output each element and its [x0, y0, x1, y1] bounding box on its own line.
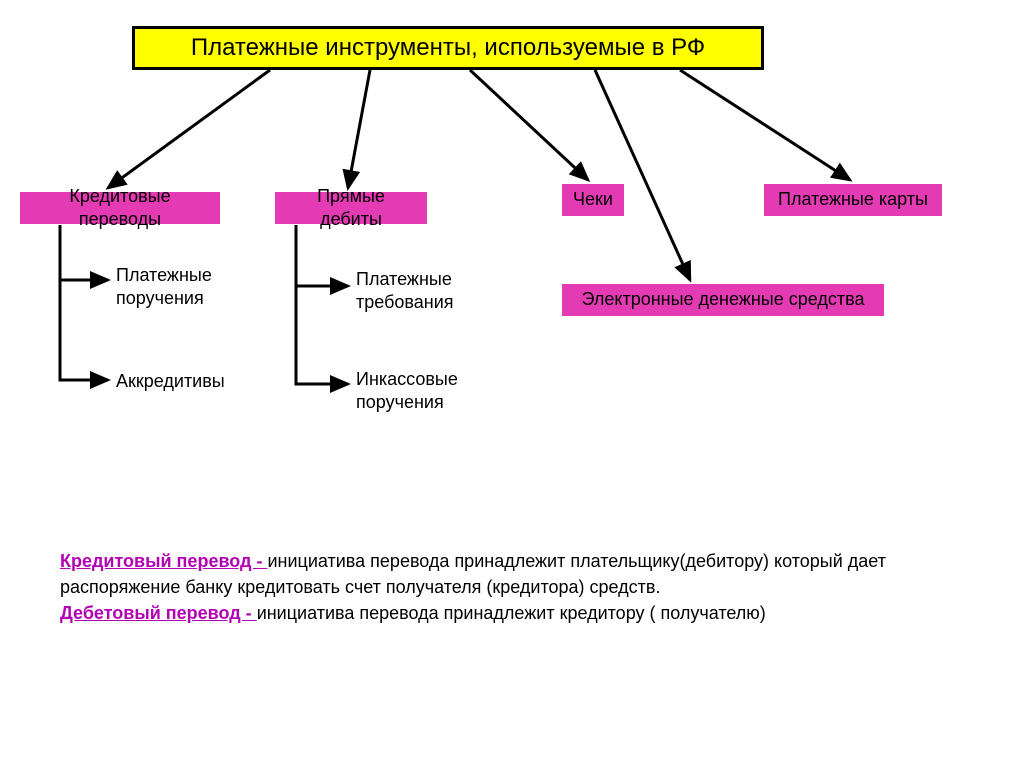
- node-credit-transfers: Кредитовые переводы: [20, 192, 220, 224]
- leaf-line: Платежные: [116, 265, 212, 285]
- leaf-line: Инкассовые: [356, 369, 458, 389]
- leaf-accreditives: Аккредитивы: [116, 370, 225, 393]
- definition-debit: Дебетовый перевод - инициатива перевода …: [60, 600, 970, 626]
- diagram-title: Платежные инструменты, используемые в РФ: [132, 26, 764, 70]
- definition-term: Дебетовый перевод -: [60, 603, 257, 623]
- node-payment-cards: Платежные карты: [764, 184, 942, 216]
- leaf-line: Аккредитивы: [116, 371, 225, 391]
- leaf-line: Платежные: [356, 269, 452, 289]
- definition-term: Кредитовый перевод -: [60, 551, 267, 571]
- definition-text: инициатива перевода принадлежит кредитор…: [257, 603, 766, 623]
- leaf-line: требования: [356, 292, 454, 312]
- leaf-payment-demands: Платежные требования: [356, 268, 454, 315]
- definitions-block: Кредитовый перевод - инициатива перевода…: [60, 548, 970, 626]
- leaf-inkasso: Инкассовые поручения: [356, 368, 458, 415]
- node-electronic-money: Электронные денежные средства: [562, 284, 884, 316]
- leaf-line: поручения: [116, 288, 204, 308]
- definition-credit: Кредитовый перевод - инициатива перевода…: [60, 548, 970, 600]
- node-direct-debits: Прямые дебиты: [275, 192, 427, 224]
- leaf-payment-orders: Платежные поручения: [116, 264, 212, 311]
- leaf-line: поручения: [356, 392, 444, 412]
- node-cheques: Чеки: [562, 184, 624, 216]
